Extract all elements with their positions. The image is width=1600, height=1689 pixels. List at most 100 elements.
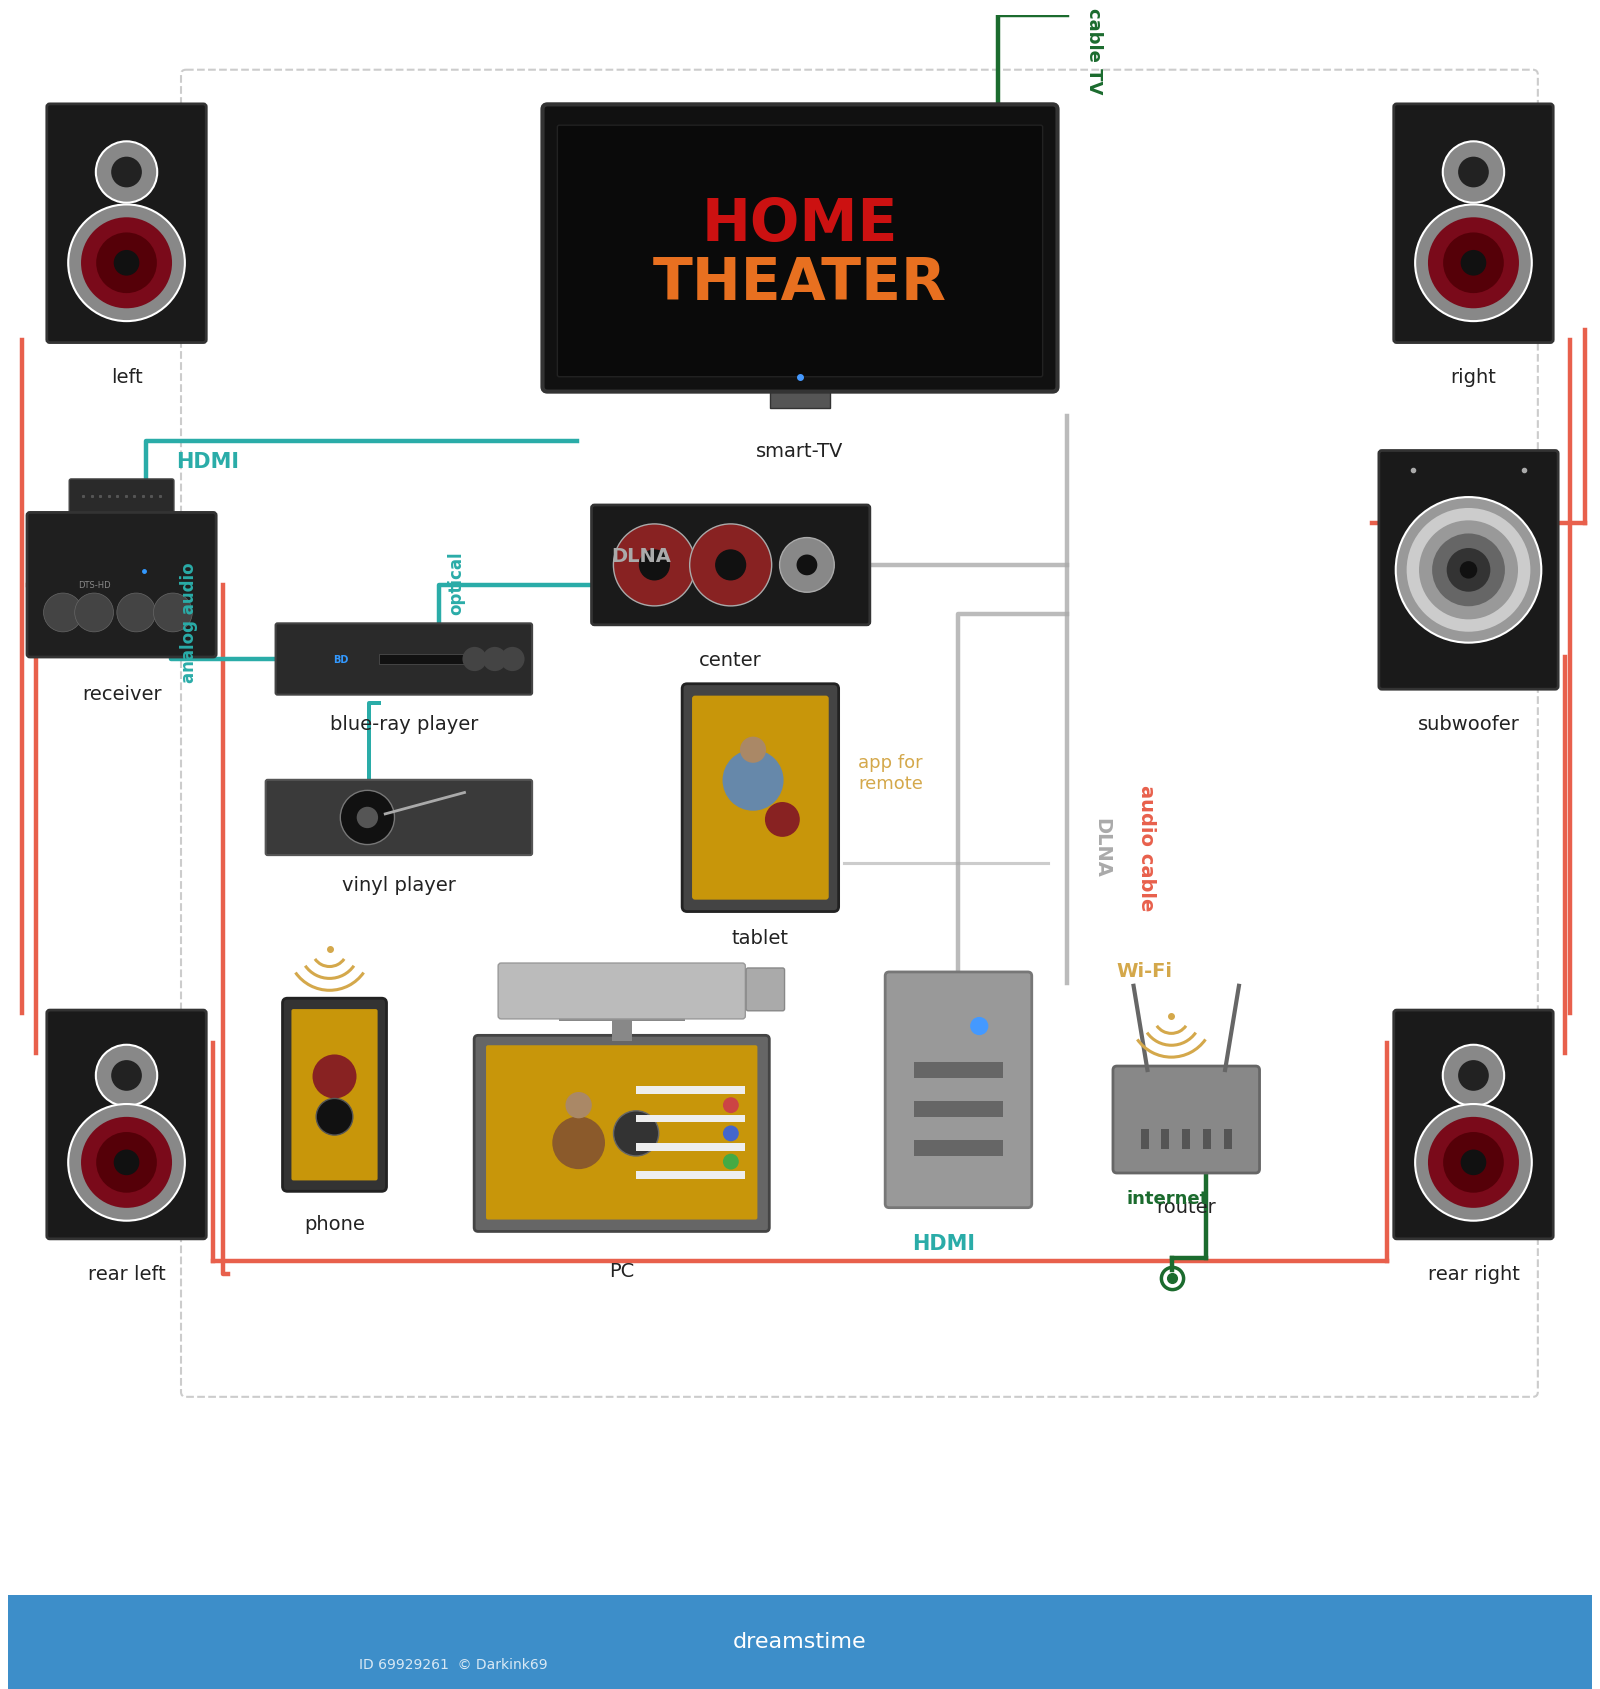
FancyBboxPatch shape bbox=[1394, 105, 1554, 343]
Circle shape bbox=[82, 218, 173, 309]
Circle shape bbox=[797, 556, 818, 576]
Circle shape bbox=[1458, 157, 1490, 187]
Text: internet: internet bbox=[1126, 1189, 1208, 1208]
Circle shape bbox=[723, 1154, 739, 1170]
Text: smart-TV: smart-TV bbox=[757, 443, 843, 461]
Circle shape bbox=[110, 157, 142, 187]
FancyBboxPatch shape bbox=[1379, 451, 1558, 689]
Bar bbox=[914, 1140, 1003, 1157]
Circle shape bbox=[1461, 1150, 1486, 1176]
Circle shape bbox=[552, 1116, 605, 1169]
Circle shape bbox=[1414, 206, 1531, 323]
Text: analog audio: analog audio bbox=[179, 562, 198, 682]
Circle shape bbox=[312, 1056, 357, 1100]
Text: receiver: receiver bbox=[82, 684, 162, 703]
Circle shape bbox=[1427, 218, 1518, 309]
Circle shape bbox=[1419, 520, 1518, 620]
Circle shape bbox=[341, 790, 395, 844]
Circle shape bbox=[1443, 142, 1504, 204]
FancyBboxPatch shape bbox=[486, 1045, 757, 1219]
Circle shape bbox=[114, 1150, 139, 1176]
Circle shape bbox=[1459, 562, 1477, 579]
FancyBboxPatch shape bbox=[885, 973, 1032, 1208]
Circle shape bbox=[970, 1017, 989, 1035]
Text: HDMI: HDMI bbox=[176, 451, 238, 471]
Circle shape bbox=[96, 142, 157, 204]
Bar bbox=[611, 1020, 632, 1042]
Circle shape bbox=[1432, 534, 1506, 606]
Circle shape bbox=[690, 525, 771, 606]
Text: app for
remote: app for remote bbox=[859, 753, 923, 792]
Circle shape bbox=[357, 807, 378, 829]
Text: optical: optical bbox=[448, 551, 466, 615]
Circle shape bbox=[114, 250, 139, 277]
Bar bbox=[1203, 1130, 1211, 1150]
Circle shape bbox=[638, 551, 670, 581]
Bar bbox=[558, 1010, 685, 1022]
Text: DLNA: DLNA bbox=[1093, 817, 1110, 878]
Circle shape bbox=[1414, 1105, 1531, 1221]
Circle shape bbox=[1461, 250, 1486, 277]
FancyBboxPatch shape bbox=[266, 780, 533, 856]
Bar bbox=[1141, 1130, 1149, 1150]
FancyBboxPatch shape bbox=[46, 1010, 206, 1240]
Bar bbox=[1182, 1130, 1190, 1150]
Text: rear right: rear right bbox=[1427, 1263, 1520, 1284]
Bar bbox=[637, 1086, 746, 1094]
FancyBboxPatch shape bbox=[1114, 1066, 1259, 1174]
Circle shape bbox=[613, 1111, 659, 1157]
Text: cable TV: cable TV bbox=[1085, 8, 1104, 95]
Circle shape bbox=[154, 593, 192, 632]
Bar bbox=[1162, 1130, 1170, 1150]
Circle shape bbox=[723, 750, 784, 811]
FancyBboxPatch shape bbox=[542, 105, 1058, 392]
Circle shape bbox=[1443, 233, 1504, 294]
FancyBboxPatch shape bbox=[46, 105, 206, 343]
Bar bbox=[914, 1101, 1003, 1118]
Circle shape bbox=[462, 647, 486, 672]
Text: router: router bbox=[1157, 1198, 1216, 1216]
FancyBboxPatch shape bbox=[1394, 1010, 1554, 1240]
Text: Wi-Fi: Wi-Fi bbox=[1117, 963, 1173, 981]
FancyBboxPatch shape bbox=[746, 968, 784, 1012]
Text: rear left: rear left bbox=[88, 1263, 165, 1284]
FancyBboxPatch shape bbox=[682, 684, 838, 912]
Circle shape bbox=[565, 1093, 592, 1118]
Bar bbox=[637, 1172, 746, 1179]
Text: HOME: HOME bbox=[702, 196, 898, 253]
Circle shape bbox=[1406, 508, 1530, 632]
Text: blue-ray player: blue-ray player bbox=[330, 714, 478, 735]
Bar bbox=[637, 1143, 746, 1150]
Circle shape bbox=[96, 1132, 157, 1192]
FancyBboxPatch shape bbox=[592, 505, 870, 625]
Circle shape bbox=[96, 1045, 157, 1106]
FancyBboxPatch shape bbox=[291, 1010, 378, 1181]
FancyBboxPatch shape bbox=[498, 963, 746, 1018]
Text: right: right bbox=[1451, 368, 1496, 387]
Bar bbox=[8, 1594, 1592, 1689]
Text: center: center bbox=[699, 650, 762, 669]
Circle shape bbox=[1446, 549, 1490, 593]
Text: DLNA: DLNA bbox=[611, 546, 672, 566]
Text: audio cable: audio cable bbox=[1136, 784, 1155, 910]
Bar bbox=[770, 387, 830, 409]
Text: dreamstime: dreamstime bbox=[733, 1632, 867, 1652]
Text: phone: phone bbox=[304, 1214, 365, 1233]
Circle shape bbox=[317, 1100, 354, 1135]
FancyBboxPatch shape bbox=[27, 513, 216, 657]
Circle shape bbox=[110, 1061, 142, 1091]
Circle shape bbox=[483, 647, 507, 672]
FancyBboxPatch shape bbox=[474, 1035, 770, 1231]
Circle shape bbox=[1443, 1045, 1504, 1106]
Text: BD: BD bbox=[333, 655, 349, 664]
Circle shape bbox=[715, 551, 746, 581]
Circle shape bbox=[1458, 1061, 1490, 1091]
Bar bbox=[379, 654, 506, 665]
Circle shape bbox=[82, 1116, 173, 1208]
Bar bbox=[637, 1115, 746, 1123]
Circle shape bbox=[501, 647, 525, 672]
Text: HDMI: HDMI bbox=[912, 1233, 974, 1253]
FancyBboxPatch shape bbox=[69, 480, 174, 513]
Circle shape bbox=[69, 206, 186, 323]
Text: DTS-HD: DTS-HD bbox=[78, 581, 110, 589]
